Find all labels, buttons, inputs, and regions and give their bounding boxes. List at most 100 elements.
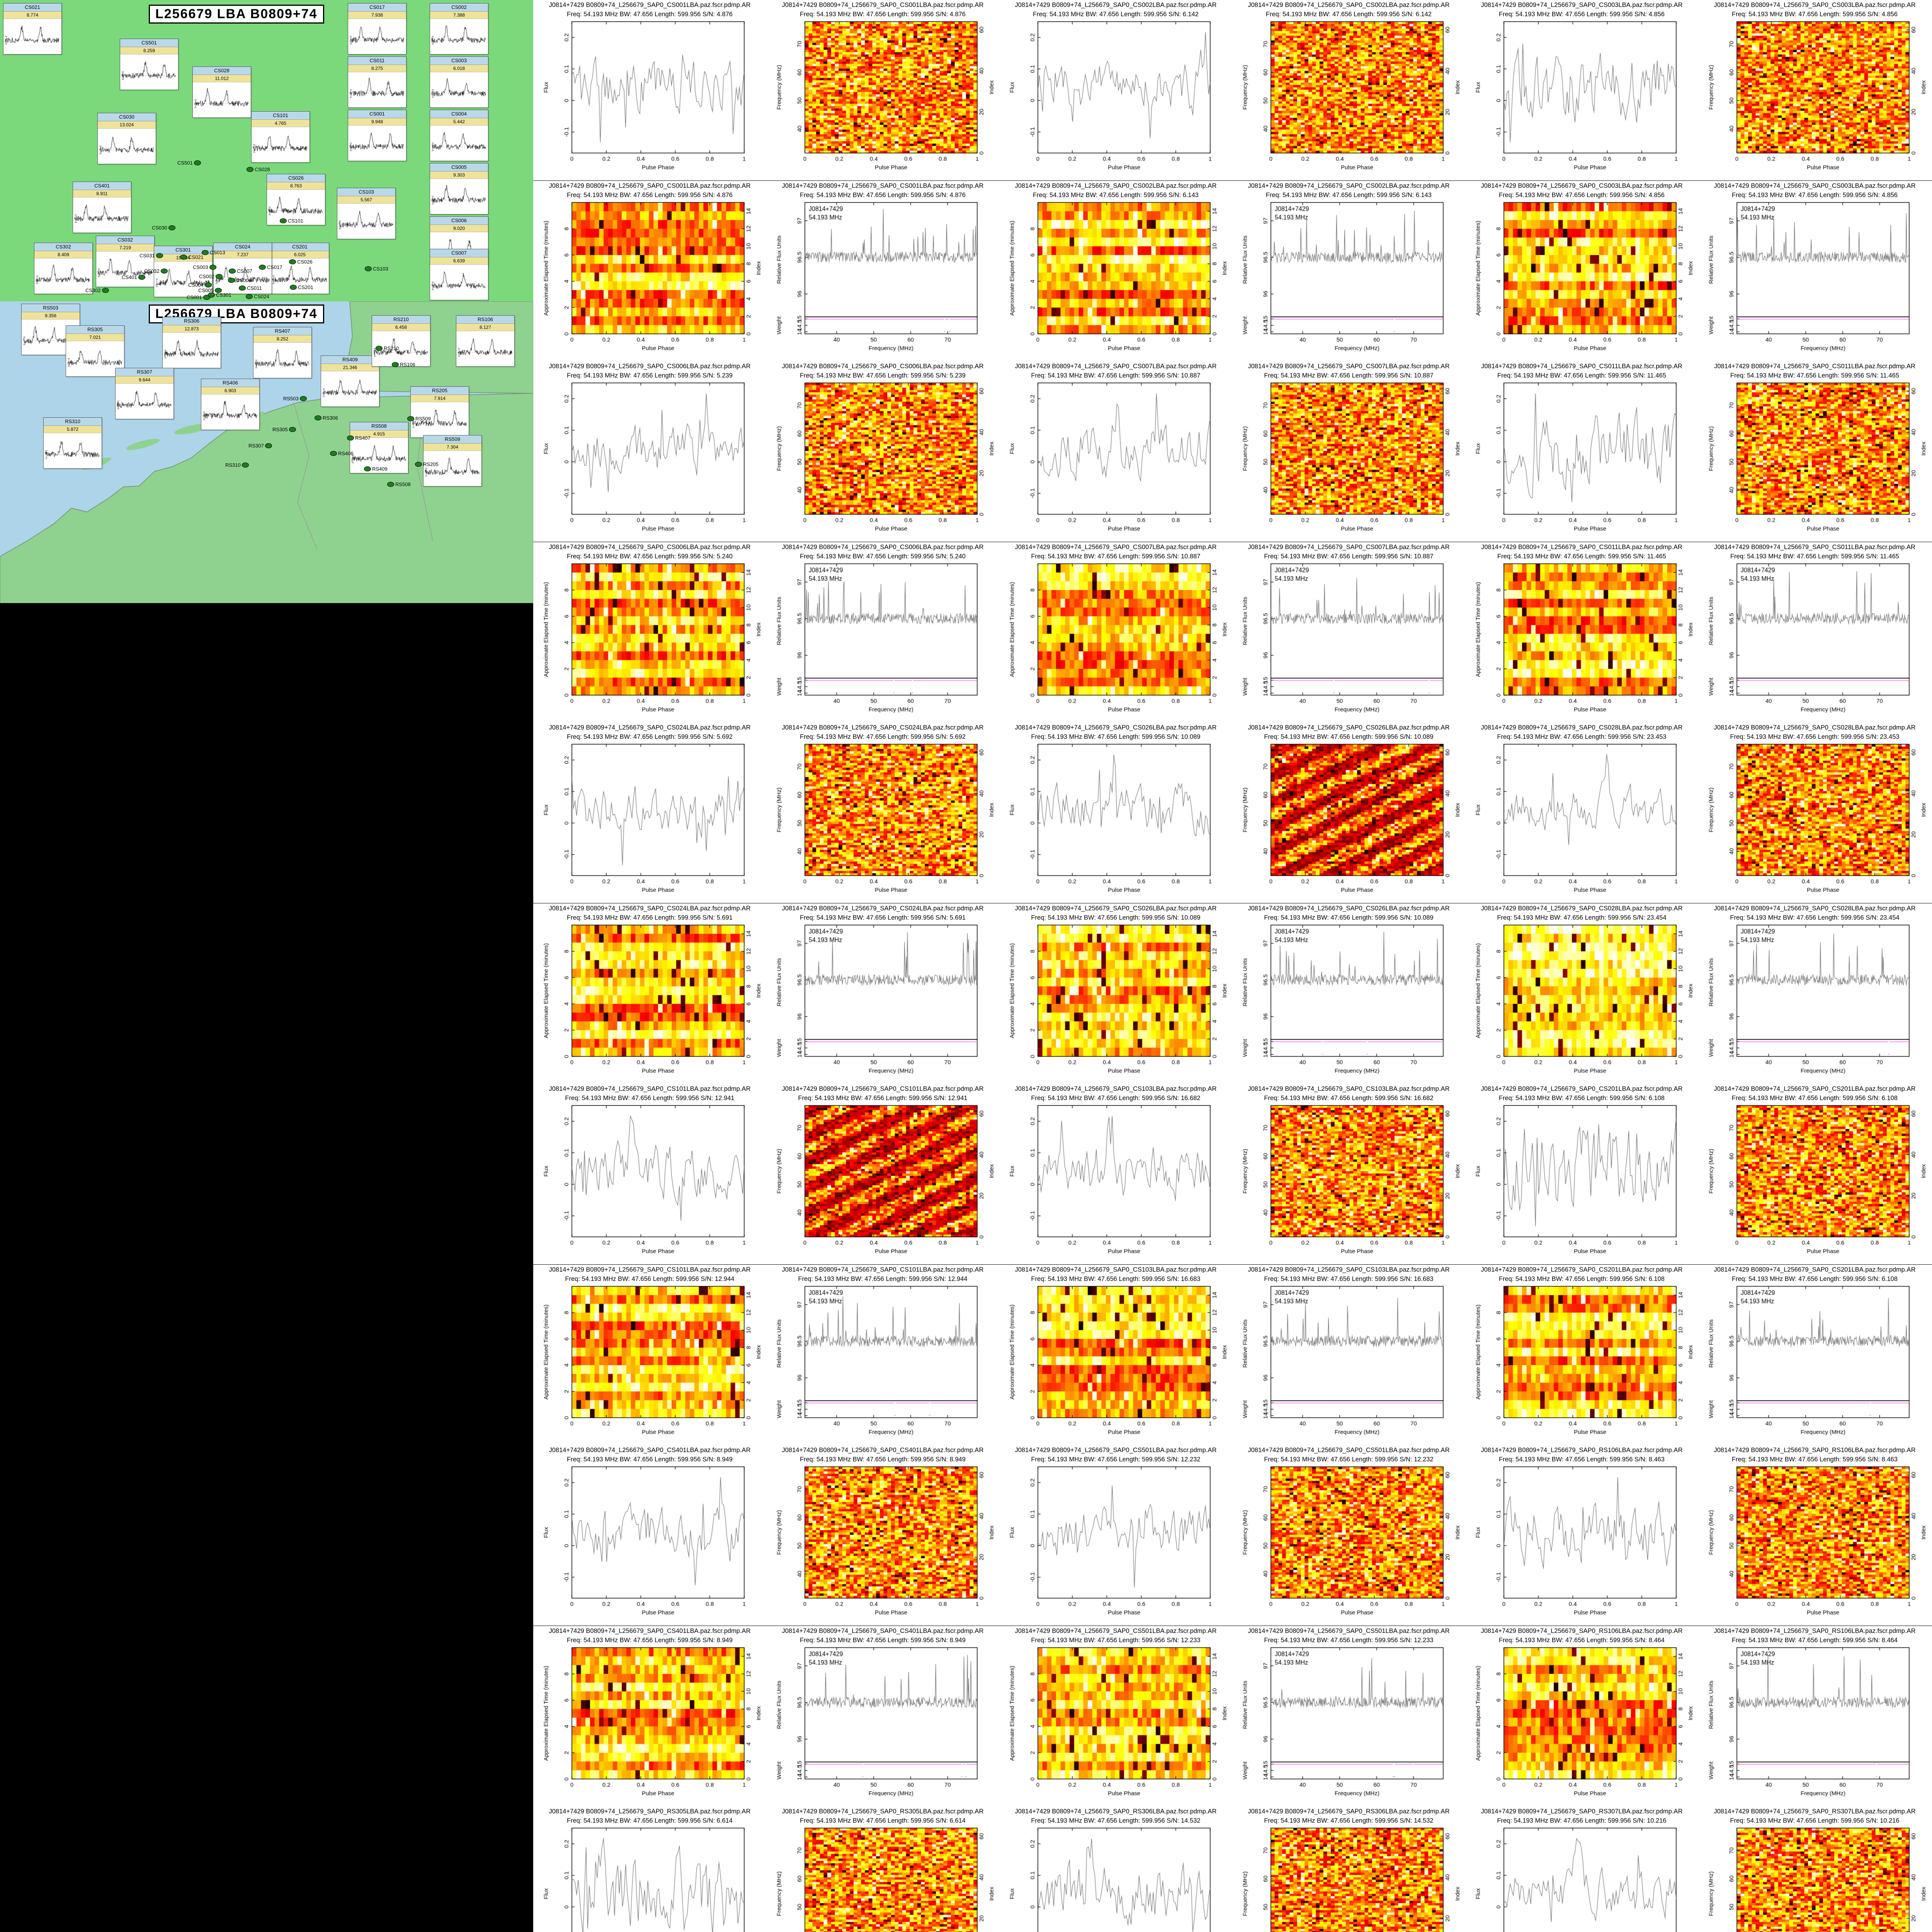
station-card-miniprofile <box>337 204 395 237</box>
plot-cell-CS006-freqmap: J0814+7429 B0809+74_L256679_SAP0_CS006LB… <box>766 361 999 542</box>
station-card-name: CS401 <box>73 182 131 190</box>
station-card-miniprofile <box>411 402 468 435</box>
station-marker-CS026: CS026 <box>289 259 314 265</box>
station-map-netherlands: L256679 LBA B0809+74 RS503 9.356 RS305 7.02… <box>0 301 533 603</box>
plot-canvas-freqmap <box>766 1084 999 1264</box>
plot-cell-CS028-timemap: J0814+7429 B0809+74_L256679_SAP0_CS028LB… <box>1465 903 1698 1084</box>
plot-canvas-timemap <box>1465 903 1698 1084</box>
station-dot-icon <box>315 415 321 421</box>
station-card-miniprofile <box>348 19 405 52</box>
station-card-name: CS005 <box>430 163 488 172</box>
station-dot-icon <box>180 255 187 260</box>
station-card-CS005: CS005 9.303 <box>430 163 488 214</box>
plot-cell-CS101-freqmap: J0814+7429 B0809+74_L256679_SAP0_CS101LB… <box>766 1084 999 1264</box>
plot-cell-CS011-freqmap: J0814+7429 B0809+74_L256679_SAP0_CS011LB… <box>1698 361 1931 542</box>
station-card-value: 8.275 <box>348 65 406 72</box>
plot-canvas-freqmap <box>1698 1445 1931 1626</box>
station-marker-label: CS001 <box>187 294 202 301</box>
station-marker-label: RS205 <box>423 461 439 468</box>
plot-cell-CS028-spectrum: J0814+7429 B0809+74_L256679_SAP0_CS028LB… <box>1698 903 1931 1084</box>
station-card-RS205: RS205 7.914 <box>410 386 469 438</box>
station-card-miniprofile <box>430 179 487 212</box>
plot-canvas-freqmap <box>1232 1445 1465 1626</box>
station-card-CS017: CS017 7.938 <box>348 3 406 54</box>
plot-cell-CS401-profile: J0814+7429 B0809+74_L256679_SAP0_CS401LB… <box>533 1445 766 1626</box>
plot-cell-CS011-timemap: J0814+7429 B0809+74_L256679_SAP0_CS011LB… <box>1465 542 1698 723</box>
station-marker-label: RS310 <box>225 462 241 468</box>
station-card-name: CS004 <box>430 110 488 118</box>
station-card-RS106: RS106 8.127 <box>456 315 515 367</box>
plot-cell-CS003-freqmap: J0814+7429 B0809+74_L256679_SAP0_CS003LB… <box>1698 0 1931 180</box>
plot-cell-RS306-profile: J0814+7429 B0809+74_L256679_SAP0_RS306LB… <box>999 1806 1232 1932</box>
station-card-value: 8.409 <box>34 251 92 259</box>
station-marker-CS201: CS201 <box>290 284 315 291</box>
station-card-miniprofile <box>430 72 487 105</box>
station-marker-label: RS509 <box>415 416 431 422</box>
plot-cell-CS201-timemap: J0814+7429 B0809+74_L256679_SAP0_CS201LB… <box>1465 1265 1698 1445</box>
station-card-value: 13.024 <box>98 121 156 129</box>
plot-cell-CS401-spectrum: J0814+7429 B0809+74_L256679_SAP0_CS401LB… <box>766 1626 999 1806</box>
plot-canvas-timemap <box>1465 542 1698 723</box>
station-card-value: 9.356 <box>22 312 80 320</box>
station-card-value: 6.025 <box>271 251 329 259</box>
station-marker-label: CS302 <box>85 287 101 294</box>
station-card-value: 8.259 <box>120 47 178 54</box>
plot-canvas-freqmap <box>1232 1806 1465 1932</box>
station-marker-label: CS003 <box>193 264 208 270</box>
plot-cell-CS017-profile: J0814+7429 B0809+74_L256679_SAP0_CS017LB… <box>1931 361 1932 542</box>
plot-canvas-profile <box>1465 1084 1698 1264</box>
plot-canvas-spectrum <box>1698 542 1931 723</box>
plot-cell-CS001-spectrum: J0814+7429 B0809+74_L256679_SAP0_CS001LB… <box>766 181 999 361</box>
station-marker-label: CS028 <box>255 167 270 173</box>
plot-cell-CS103-profile: J0814+7429 B0809+74_L256679_SAP0_CS103LB… <box>999 1084 1232 1264</box>
station-card-name: RS306 <box>163 317 221 325</box>
station-card-RS306: RS306 12.873 <box>162 317 221 368</box>
plot-canvas-timemap <box>533 542 766 723</box>
plot-canvas-spectrum <box>766 1265 999 1445</box>
station-marker-label: RS307 <box>248 443 264 449</box>
plot-cell-CS007-timemap: J0814+7429 B0809+74_L256679_SAP0_CS007LB… <box>999 542 1232 723</box>
station-card-name: RS509 <box>423 435 481 444</box>
station-marker-label: RS210 <box>384 345 399 352</box>
station-card-CS002: CS002 7.388 <box>430 3 488 54</box>
station-card-RS210: RS210 6.458 <box>372 315 430 367</box>
plot-canvas-profile <box>1931 1445 1932 1626</box>
station-card-CS028: CS028 11.012 <box>192 66 251 118</box>
plot-canvas-spectrum <box>766 542 999 723</box>
station-marker-CS030: CS030 <box>151 224 175 231</box>
station-card-value: 4.915 <box>350 430 408 438</box>
station-card-CS201: CS201 6.025 <box>270 243 329 294</box>
station-card-miniprofile <box>253 343 311 376</box>
station-card-miniprofile <box>348 126 405 159</box>
plot-cell-CS002-timemap: J0814+7429 B0809+74_L256679_SAP0_CS002LB… <box>999 181 1232 361</box>
plot-cell-RS305-freqmap: J0814+7429 B0809+74_L256679_SAP0_RS305LB… <box>766 1806 999 1932</box>
plot-canvas-profile <box>1465 1806 1698 1932</box>
station-card-miniprofile <box>120 54 177 88</box>
plot-cell-CS201-spectrum: J0814+7429 B0809+74_L256679_SAP0_CS201LB… <box>1698 1265 1931 1445</box>
station-card-name: RS305 <box>66 326 124 334</box>
plot-canvas-timemap <box>1465 1265 1698 1445</box>
station-card-miniprofile <box>201 395 259 428</box>
plot-canvas-profile <box>1931 1084 1932 1264</box>
plot-cell-CS024-profile: J0814+7429 B0809+74_L256679_SAP0_CS024LB… <box>533 723 766 903</box>
station-card-CS030: CS030 13.024 <box>97 113 156 164</box>
station-card-RS409: RS409 21.346 <box>321 355 379 407</box>
station-card-name: RS106 <box>456 316 514 324</box>
plot-canvas-timemap <box>999 903 1232 1084</box>
plot-cell-CS024-timemap: J0814+7429 B0809+74_L256679_SAP0_CS024LB… <box>533 903 766 1084</box>
plot-cell-RS106-profile: J0814+7429 B0809+74_L256679_SAP0_RS106LB… <box>1465 1445 1698 1626</box>
plot-cell-CS006-spectrum: J0814+7429 B0809+74_L256679_SAP0_CS006LB… <box>766 542 999 723</box>
station-card-value: 7.237 <box>214 251 272 259</box>
station-card-value: 8.763 <box>267 182 325 190</box>
plot-cell-CS004-profile: J0814+7429 B0809+74_L256679_SAP0_CS004LB… <box>1931 0 1932 180</box>
plot-cell-CS026-profile: J0814+7429 B0809+74_L256679_SAP0_CS026LB… <box>999 723 1232 903</box>
station-marker-CS302: CS302 <box>84 287 109 294</box>
station-marker-label: RS407 <box>355 435 371 441</box>
station-card-value: 7.304 <box>423 444 481 451</box>
plot-cell-CS007-spectrum: J0814+7429 B0809+74_L256679_SAP0_CS007LB… <box>1232 542 1465 723</box>
station-card-miniprofile <box>456 331 514 364</box>
plot-canvas-freqmap <box>1698 0 1931 180</box>
plot-cell-CS401-freqmap: J0814+7429 B0809+74_L256679_SAP0_CS401LB… <box>766 1445 999 1626</box>
station-card-name: RS205 <box>411 387 469 395</box>
plot-cell-CS003-spectrum: J0814+7429 B0809+74_L256679_SAP0_CS003LB… <box>1698 181 1931 361</box>
